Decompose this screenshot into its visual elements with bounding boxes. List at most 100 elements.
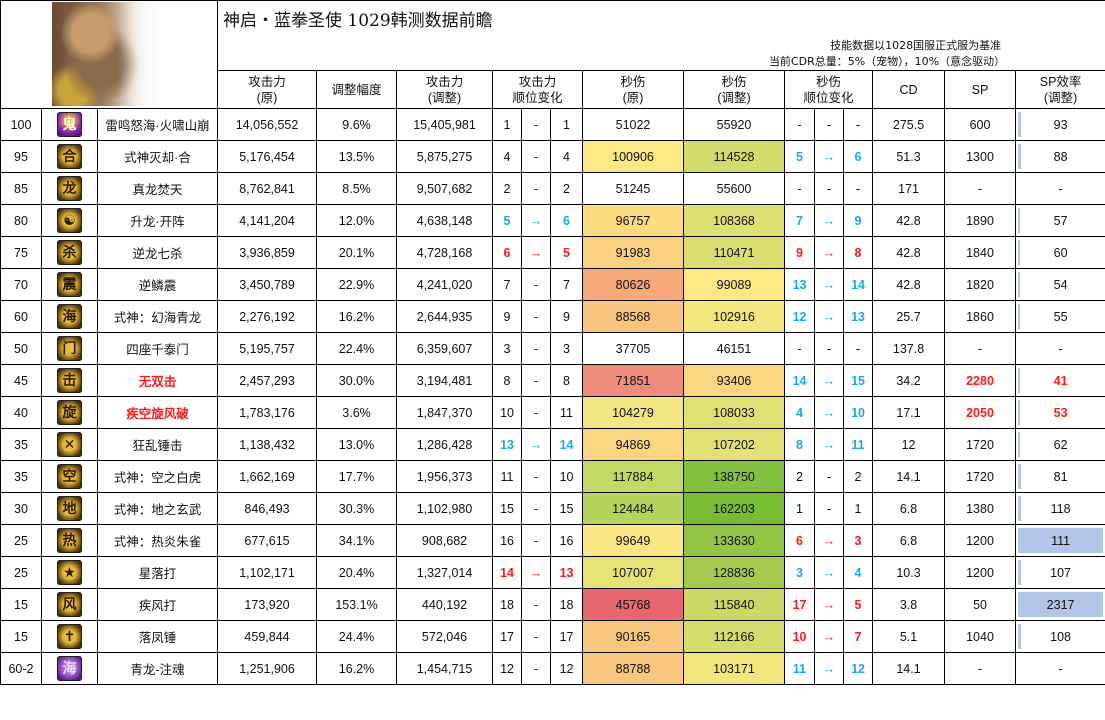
- atk-orig: 5,195,757: [217, 332, 318, 365]
- heat-glyph-icon: 热: [57, 528, 82, 553]
- atk-rank-to: 2: [550, 172, 584, 205]
- skill-icon-cell: 海: [41, 652, 98, 685]
- sp-value: -: [944, 172, 1017, 205]
- dps-adj: 102916: [683, 300, 786, 333]
- col-header-atk-rank: 攻击力 顺位变化: [492, 70, 584, 109]
- atk-rank-to: 1: [550, 108, 584, 141]
- sp-value: -: [944, 652, 1017, 685]
- sp-efficiency-databar: [1018, 240, 1021, 265]
- dps-adj: 108033: [683, 396, 786, 429]
- table-row: 40 旋疾空旋风破 1,783,176 3.6% 1,847,370 10-11 10427…: [0, 396, 1105, 429]
- dps-orig: 91983: [582, 236, 685, 269]
- sp-efficiency-value: 107: [1050, 565, 1071, 580]
- skill-icon-cell: 龙: [41, 172, 98, 205]
- dps-rank-from: 9: [784, 236, 816, 269]
- atk-rank-from: 9: [492, 300, 523, 333]
- sp-value: 1200: [944, 556, 1017, 589]
- atk-adj: 908,682: [396, 524, 494, 557]
- dps-rank-from: 10: [784, 620, 816, 653]
- atk-rank-from: 18: [492, 588, 523, 621]
- dps-adj: 93406: [683, 364, 786, 397]
- dps-rank-to: 13: [843, 300, 874, 333]
- dps-rank-arrow: →: [814, 268, 845, 301]
- sp-efficiency: -: [1015, 332, 1105, 365]
- atk-rank-to: 4: [550, 140, 584, 173]
- col-header-sp-eff: SP效率 (调整): [1015, 70, 1105, 109]
- dps-rank-to: 11: [843, 428, 874, 461]
- dps-rank-to: -: [843, 172, 874, 205]
- sp-efficiency-value: 62: [1053, 437, 1068, 452]
- dps-rank-from: 5: [784, 140, 816, 173]
- skill-icon-cell: ✕: [41, 428, 98, 461]
- atk-rank-arrow: -: [521, 460, 552, 493]
- skill-icon-cell: 合: [41, 140, 98, 173]
- table-row: 25 热式神：热炎朱雀 677,615 34.1% 908,682 16-16 99649 1…: [0, 524, 1105, 557]
- atk-adj: 440,192: [396, 588, 494, 621]
- sp-efficiency-value: 53: [1053, 405, 1068, 420]
- dps-adj: 107202: [683, 428, 786, 461]
- atk-adj: 4,728,168: [396, 236, 494, 269]
- dps-orig: 100906: [582, 140, 685, 173]
- sp-value: 1890: [944, 204, 1017, 237]
- dps-rank-arrow: -: [814, 172, 845, 205]
- atk-rank-from: 12: [492, 652, 523, 685]
- table-row: 15 风疾风打 173,920 153.1% 440,192 18-18 45768 1158…: [0, 588, 1105, 621]
- skill-name: 疾风打: [96, 588, 219, 621]
- sp-efficiency-value: 118: [1050, 501, 1071, 516]
- skill-name: 狂乱锤击: [96, 428, 219, 461]
- skill-level: 25: [0, 524, 42, 557]
- dps-rank-to: 15: [843, 364, 874, 397]
- dps-adj: 46151: [683, 332, 786, 365]
- dps-rank-to: 6: [843, 140, 874, 173]
- dps-rank-from: 8: [784, 428, 816, 461]
- sp-efficiency-databar: [1018, 144, 1022, 169]
- adj-rate: 22.4%: [316, 332, 398, 365]
- sp-efficiency: 118: [1015, 492, 1105, 525]
- cd-value: 137.8: [872, 332, 946, 365]
- atk-rank-from: 7: [492, 268, 523, 301]
- he-glyph-icon: 合: [57, 144, 82, 169]
- sp-value: 2280: [944, 364, 1017, 397]
- skill-level: 60-2: [0, 652, 42, 685]
- table-row: 80 ☯ 升龙·开阵 4,141,204 12.0% 4,638,148 5 → 6 96757 1…: [0, 204, 1105, 237]
- skill-level: 60: [0, 300, 42, 333]
- cd-value: 6.8: [872, 524, 946, 557]
- atk-rank-from: 3: [492, 332, 523, 365]
- skill-level: 40: [0, 396, 42, 429]
- dps-orig: 80626: [582, 268, 685, 301]
- baseline-note: 技能数据以1028国服正式服为基准: [830, 39, 1002, 52]
- dps-rank-to: 9: [843, 204, 874, 237]
- atk-adj: 2,644,935: [396, 300, 494, 333]
- atk-rank-to: 14: [550, 428, 584, 461]
- atk-rank-from: 15: [492, 492, 523, 525]
- skill-level: 35: [0, 460, 42, 493]
- adj-rate: 16.2%: [316, 300, 398, 333]
- sp-efficiency-value: -: [1058, 661, 1063, 676]
- atk-rank-to: 17: [550, 620, 584, 653]
- dps-rank-to: 5: [843, 588, 874, 621]
- sp-efficiency-value: 55: [1053, 309, 1068, 324]
- phoenix-hammer-icon: ✝: [57, 624, 82, 649]
- atk-rank-arrow: -: [521, 492, 552, 525]
- sp-efficiency-databar: [1018, 624, 1022, 649]
- skill-icon-cell: 空: [41, 460, 98, 493]
- atk-rank-to: 7: [550, 268, 584, 301]
- atk-orig: 1,138,432: [217, 428, 318, 461]
- atk-rank-to: 15: [550, 492, 584, 525]
- dps-rank-arrow: →: [814, 556, 845, 589]
- atk-rank-arrow: -: [521, 396, 552, 429]
- atk-adj: 1,327,014: [396, 556, 494, 589]
- sp-value: 1040: [944, 620, 1017, 653]
- dps-rank-to: 8: [843, 236, 874, 269]
- atk-rank-from: 5: [492, 204, 523, 237]
- adj-rate: 22.9%: [316, 268, 398, 301]
- atk-orig: 3,450,789: [217, 268, 318, 301]
- skill-icon-cell: ★: [41, 556, 98, 589]
- cd-value: 42.8: [872, 236, 946, 269]
- atk-rank-arrow: →: [521, 428, 552, 461]
- dps-orig: 104279: [582, 396, 685, 429]
- sp-efficiency: 54: [1015, 268, 1105, 301]
- atk-rank-arrow: -: [521, 588, 552, 621]
- sp-value: 1860: [944, 300, 1017, 333]
- atk-rank-to: 5: [550, 236, 584, 269]
